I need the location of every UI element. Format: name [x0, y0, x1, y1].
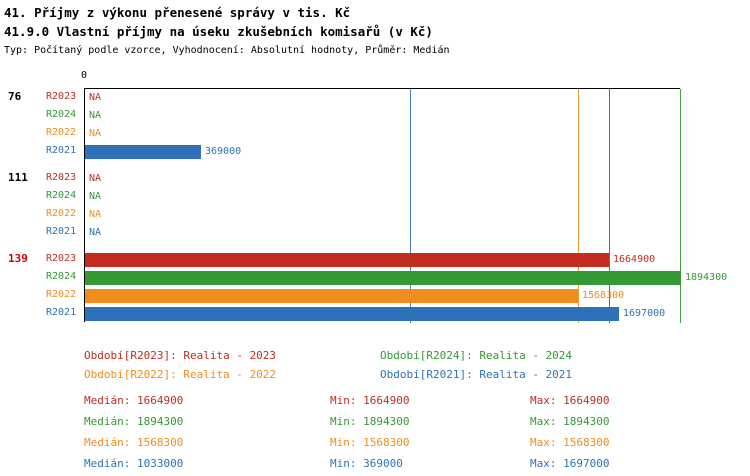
row-label-139-R2021: R2021 [46, 307, 77, 318]
bar-value-139-R2023: 1664900 [613, 254, 656, 265]
na-value-76-R2022: NA [89, 128, 102, 139]
stat-median-R2024: Medián: 1894300 [84, 415, 184, 428]
stat-max-R2023: Max: 1664900 [530, 394, 610, 407]
stat-min-R2022: Min: 1568300 [330, 436, 410, 449]
row-label-76-R2024: R2024 [46, 109, 77, 120]
stat-min-R2021: Min: 369000 [330, 457, 403, 470]
na-value-76-R2024: NA [89, 110, 102, 121]
na-value-111-R2023: NA [89, 173, 102, 184]
chart-type-info: Typ: Počítaný podle vzorce, Vyhodnocení:… [4, 45, 450, 56]
row-label-139-R2023: R2023 [46, 253, 77, 264]
plot-area: NA NA NA 369000 NA NA NA NA 1664900 1894300 156830… [84, 88, 727, 323]
group-label-139: 139 [8, 252, 28, 265]
median-line-R2022 [578, 89, 579, 323]
na-value-76-R2023: NA [89, 92, 102, 103]
indicator-title: 41.9.0 Vlastní příjmy na úseku zkušebníc… [4, 24, 433, 39]
na-value-111-R2024: NA [89, 191, 102, 202]
row-label-111-R2021: R2021 [46, 226, 77, 237]
stat-min-R2023: Min: 1664900 [330, 394, 410, 407]
na-value-111-R2022: NA [89, 209, 102, 220]
row-label-76-R2022: R2022 [46, 127, 77, 138]
median-line-R2021 [410, 89, 411, 323]
bar-139-R2023 [85, 253, 609, 267]
na-value-111-R2021: NA [89, 227, 102, 238]
legend-item-R2024: Období[R2024]: Realita - 2024 [380, 349, 573, 362]
bar-76-R2021 [85, 145, 201, 159]
bar-value-139-R2022: 1568300 [582, 290, 625, 301]
bar-139-R2024 [85, 271, 681, 285]
row-label-111-R2023: R2023 [46, 172, 77, 183]
group-label-76: 76 [8, 90, 22, 103]
bar-value-76-R2021: 369000 [205, 146, 242, 157]
group-label-111: 111 [8, 171, 28, 184]
median-line-R2023 [609, 89, 610, 323]
legend-item-R2023: Období[R2023]: Realita - 2023 [84, 349, 277, 362]
legend-item-R2022: Období[R2022]: Realita - 2022 [84, 368, 277, 381]
legend-item-R2021: Období[R2021]: Realita - 2021 [380, 368, 573, 381]
stat-max-R2022: Max: 1568300 [530, 436, 610, 449]
row-label-76-R2023: R2023 [46, 91, 77, 102]
row-label-76-R2021: R2021 [46, 145, 77, 156]
bar-139-R2021 [85, 307, 619, 321]
page-title: 41. Příjmy z výkonu přenesené správy v t… [4, 5, 351, 20]
stat-max-R2024: Max: 1894300 [530, 415, 610, 428]
stat-max-R2021: Max: 1697000 [530, 457, 610, 470]
x-axis-origin-label: 0 [80, 70, 88, 81]
bar-value-139-R2021: 1697000 [623, 308, 666, 319]
stat-median-R2023: Medián: 1664900 [84, 394, 184, 407]
row-label-139-R2024: R2024 [46, 271, 77, 282]
stat-median-R2022: Medián: 1568300 [84, 436, 184, 449]
row-label-111-R2024: R2024 [46, 190, 77, 201]
bar-value-139-R2024: 1894300 [685, 272, 728, 283]
median-line-R2024 [680, 89, 681, 323]
row-label-111-R2022: R2022 [46, 208, 77, 219]
row-label-139-R2022: R2022 [46, 289, 77, 300]
bar-139-R2022 [85, 289, 578, 303]
stat-min-R2024: Min: 1894300 [330, 415, 410, 428]
stat-median-R2021: Medián: 1033000 [84, 457, 184, 470]
